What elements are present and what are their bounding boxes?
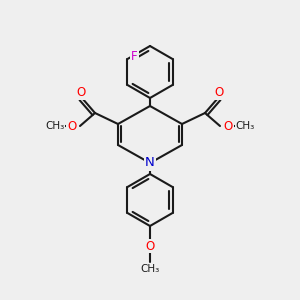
Text: CH₃: CH₃ — [140, 264, 160, 274]
Text: O: O — [68, 119, 76, 133]
Text: F: F — [131, 50, 138, 64]
Text: O: O — [224, 119, 232, 133]
Text: N: N — [145, 157, 155, 169]
Text: O: O — [76, 86, 85, 100]
Text: O: O — [214, 86, 224, 100]
Text: CH₃: CH₃ — [45, 121, 64, 131]
Text: O: O — [146, 239, 154, 253]
Text: CH₃: CH₃ — [236, 121, 255, 131]
